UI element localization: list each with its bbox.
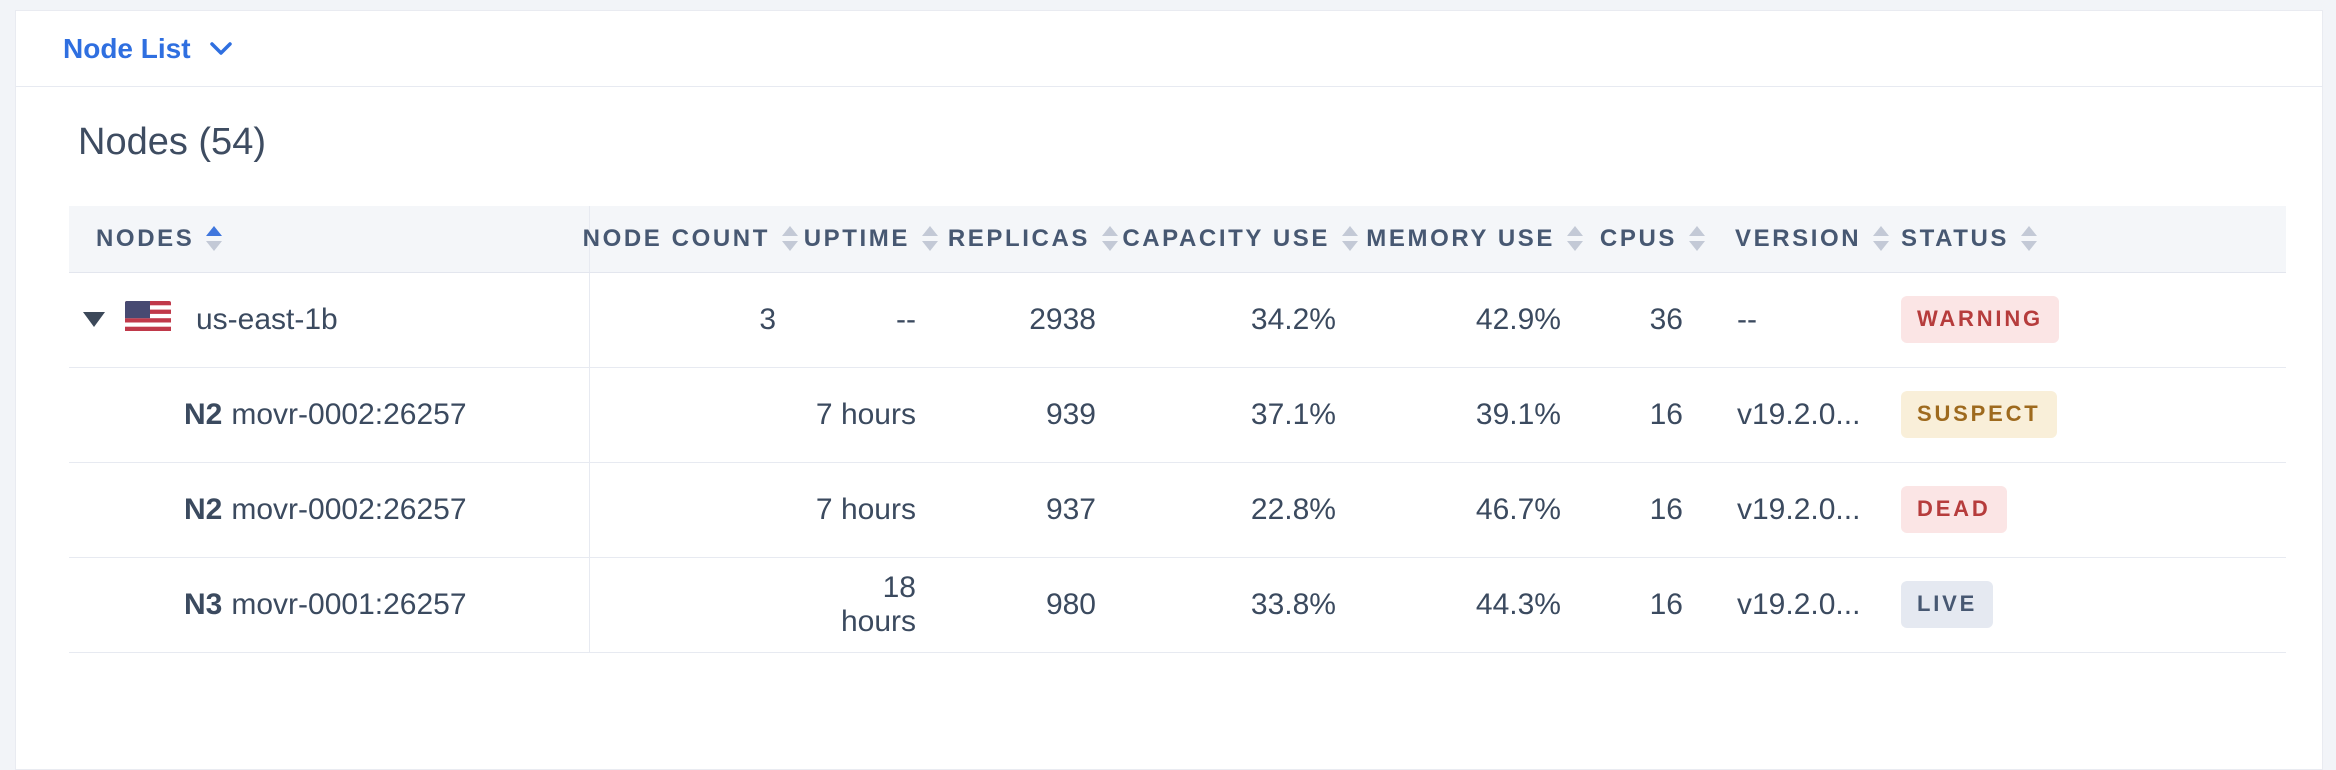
chevron-down-icon[interactable] [209,41,233,57]
memory-use-value: 46.7% [1366,462,1591,558]
cpus-value: 16 [1591,462,1713,558]
version-value: -- [1713,272,1891,368]
table-row-node[interactable]: N2 movr-0002:26257 7 hours 937 22.8% 46.7… [69,462,2286,558]
version-value: v19.2.0... [1713,462,1891,558]
sort-icon[interactable] [922,226,938,252]
column-label: CPUS [1599,224,1677,252]
node-count-value: 3 [589,272,806,368]
node-address[interactable]: movr-0001:26257 [231,587,467,621]
status-badge: DEAD [1901,486,2007,533]
sort-icon[interactable] [1567,226,1583,252]
capacity-use-value: 22.8% [1126,462,1366,558]
column-label: UPTIME [803,224,910,252]
column-header-memory-use[interactable]: MEMORY USE [1366,206,1591,273]
view-selector-bar: Node List [16,11,2322,87]
memory-use-value: 42.9% [1366,272,1591,368]
memory-use-value: 39.1% [1366,367,1591,463]
sort-icon[interactable] [1689,226,1705,252]
version-value: v19.2.0... [1713,367,1891,463]
column-header-uptime[interactable]: UPTIME [803,206,946,273]
replicas-value: 980 [946,557,1126,653]
cpus-value: 16 [1591,557,1713,653]
sort-icon[interactable] [1102,226,1118,252]
sort-icon[interactable] [1873,226,1890,252]
us-flag-icon [125,300,171,339]
capacity-use-value: 37.1% [1126,367,1366,463]
cpus-value: 16 [1591,367,1713,463]
column-label: NODE COUNT [582,224,770,252]
page-title: Nodes (54) [78,121,266,163]
uptime-value: 7 hours [806,367,946,463]
column-header-capacity-use[interactable]: CAPACITY USE [1122,206,1366,273]
sort-icon[interactable] [782,226,798,252]
uptime-value: -- [806,272,946,368]
collapse-triangle-icon[interactable] [83,312,105,327]
column-header-cpus[interactable]: CPUS [1591,206,1713,273]
uptime-value: 18 hours [806,557,946,653]
capacity-use-value: 33.8% [1126,557,1366,653]
node-id: N2 [184,397,223,431]
column-label: VERSION [1735,224,1862,252]
node-id: N2 [184,492,223,526]
status-badge: SUSPECT [1901,391,2057,438]
table-row-region[interactable]: us-east-1b 3 -- 2938 34.2% 42.9% 36 -- W… [69,272,2286,368]
node-count-value [589,367,806,463]
status-badge: LIVE [1901,581,1994,628]
node-id: N3 [184,587,223,621]
column-header-node-count[interactable]: NODE COUNT [583,206,806,273]
column-header-nodes[interactable]: NODES [69,206,590,273]
column-label: NODES [96,224,195,252]
view-selector-label[interactable]: Node List [63,32,191,64]
node-list-card: Node List Nodes (54) NODES [15,10,2323,770]
node-address[interactable]: movr-0002:26257 [231,492,467,526]
column-header-version[interactable]: VERSION [1713,206,1891,273]
sort-icon[interactable] [2021,226,2038,252]
column-header-replicas[interactable]: REPLICAS [946,206,1126,273]
column-label: STATUS [1901,224,2010,252]
capacity-use-value: 34.2% [1126,272,1366,368]
uptime-value: 7 hours [806,462,946,558]
column-label: MEMORY USE [1366,224,1555,252]
memory-use-value: 44.3% [1366,557,1591,653]
replicas-value: 2938 [946,272,1126,368]
table-row-node[interactable]: N2 movr-0002:26257 7 hours 939 37.1% 39.1… [69,367,2286,463]
region-name: us-east-1b [196,302,338,336]
column-label: CAPACITY USE [1122,224,1330,252]
node-count-value [589,462,806,558]
status-badge: WARNING [1901,296,2059,343]
node-address[interactable]: movr-0002:26257 [231,397,467,431]
version-value: v19.2.0... [1713,557,1891,653]
sort-icon[interactable] [1342,226,1358,252]
replicas-value: 939 [946,367,1126,463]
nodes-table: NODES NODE COUNT UPTIME [69,206,2286,653]
table-header-row: NODES NODE COUNT UPTIME [69,206,2286,273]
column-header-status[interactable]: STATUS [1891,206,2286,273]
sort-icon[interactable] [206,226,223,252]
replicas-value: 937 [946,462,1126,558]
table-row-node[interactable]: N3 movr-0001:26257 18 hours 980 33.8% 44.… [69,557,2286,653]
cpus-value: 36 [1591,272,1713,368]
column-label: REPLICAS [947,224,1090,252]
node-count-value [589,557,806,653]
